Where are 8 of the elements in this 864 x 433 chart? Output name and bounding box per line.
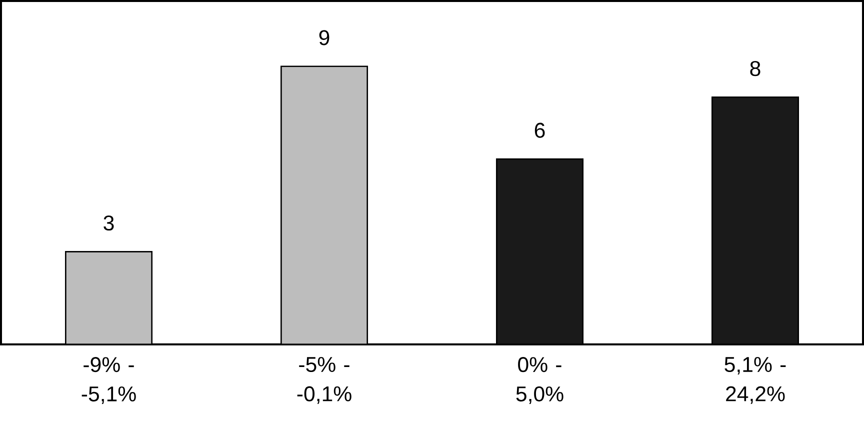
- data-label: 9: [319, 30, 330, 46]
- x-tick-label: 5,1% - 24,2%: [724, 356, 786, 404]
- x-tick-label: -5% - -0,1%: [297, 356, 352, 404]
- data-label: 3: [104, 215, 114, 230]
- x-tick-label: 0% - 5,0%: [516, 356, 564, 404]
- data-label: 8: [750, 60, 760, 76]
- x-tick-label: -9% - -5,1%: [82, 356, 136, 404]
- data-label: 6: [534, 122, 545, 138]
